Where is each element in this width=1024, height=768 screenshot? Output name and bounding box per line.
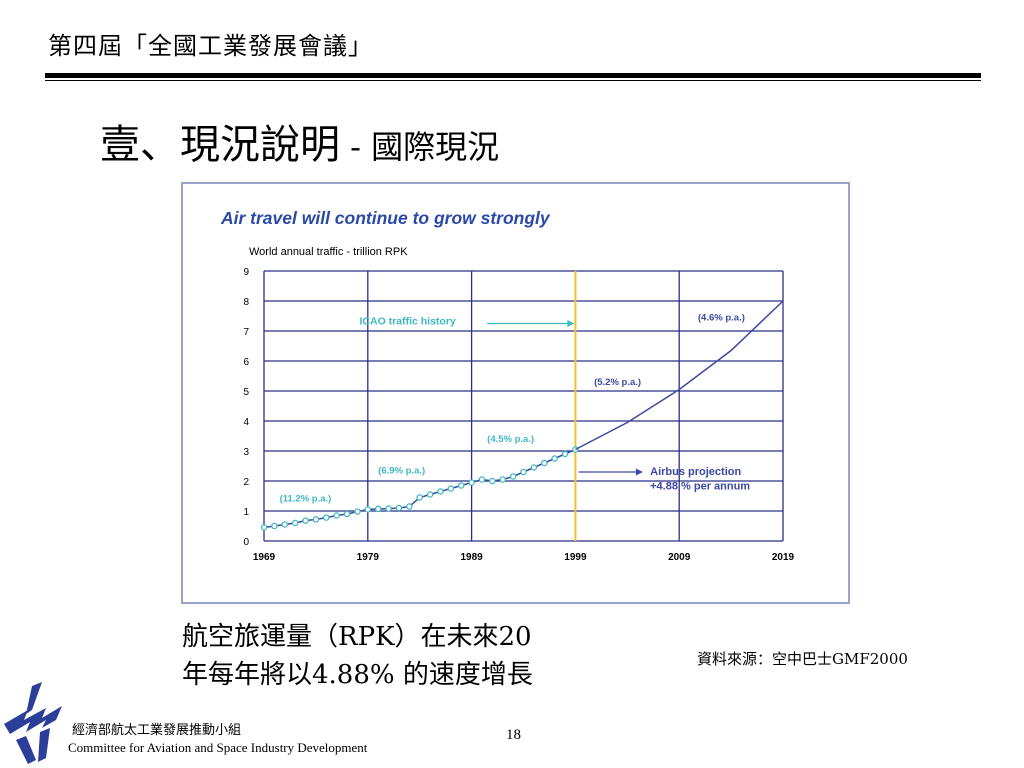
annotation-4-6: (4.6% p.a.) [698,313,745,324]
annotation-6-9: (6.9% p.a.) [378,466,425,477]
airbus-arrow-head [635,468,643,476]
history-point [447,485,455,492]
y-tick-label: 4 [243,417,249,428]
y-tick-label: 6 [243,357,249,368]
history-point [499,476,506,483]
footer-org-en: Committee for Aviation and Space Industr… [68,740,368,755]
history-point [291,519,299,527]
committee-logo-icon [4,682,62,764]
icao-history-label: ICAO traffic history [359,315,455,327]
history-point [333,512,340,519]
history-point [520,468,527,476]
airbus-projection-label: Airbus projection [650,466,741,478]
history-point [271,522,278,530]
y-tick-label: 8 [243,297,249,308]
source-note: 資料來源：空中巴士GMF2000 [697,650,908,668]
x-tick-label: 1979 [357,552,380,563]
history-point [551,455,558,462]
history-point [489,477,496,485]
header-title: 第四屆「全國工業發展會議」 [48,32,373,60]
x-tick-label: 1969 [253,552,276,563]
history-line [263,448,576,529]
history-point [437,488,444,495]
caption: 航空旅運量（RPK）在未來20 年每年將以4.88% 的速度增長 [182,618,533,694]
history-point [374,505,382,513]
history-point [478,476,486,483]
header-rule-thin [45,80,981,81]
chart-panel: Air travel will continue to grow strongl… [181,182,850,604]
chart-title: Air travel will continue to grow strongl… [220,208,551,228]
x-tick-label: 1989 [460,552,483,563]
history-point [281,521,289,528]
history-point [302,517,309,524]
x-tick-label: 1999 [564,552,587,563]
history-point [509,473,517,480]
y-tick-label: 0 [243,537,249,548]
history-point [561,450,569,458]
y-tick-label: 3 [243,447,249,458]
history-point [395,504,403,512]
annotation-4-5: (4.5% p.a.) [487,434,534,445]
icao-arrow-head [567,320,575,327]
history-point [426,491,434,498]
slide-title-sep: - [340,128,372,166]
history-point [457,482,465,489]
history-point [312,516,320,523]
chart-y-label: World annual traffic - trillion RPK [249,246,408,258]
projection-line [575,300,784,451]
slide-title: 壹、現況說明 - 國際現況 [100,112,499,170]
history-point [468,479,475,486]
y-tick-label: 9 [243,267,249,278]
y-tick-label: 7 [243,327,249,338]
y-tick-label: 1 [243,507,249,518]
annotation-11-2: (11.2% p.a.) [280,493,332,504]
page-number: 18 [506,727,521,743]
y-tick-label: 5 [243,387,249,398]
caption-line-2: 年每年將以4.88% 的速度增長 [182,660,533,690]
history-point [416,494,423,501]
history-point [406,503,413,510]
history-point [364,506,372,513]
slide-title-sub: 國際現況 [371,128,500,166]
history-point [260,524,268,531]
header-rule-thick [45,73,981,78]
x-tick-label: 2019 [772,552,795,563]
x-tick-label: 2009 [668,552,691,563]
y-tick-label: 2 [243,477,249,488]
history-point [530,464,538,471]
caption-line-1: 航空旅運量（RPK）在未來20 [182,622,532,652]
slide-title-main: 壹、現況說明 [100,122,340,168]
footer-org-zh: 經濟部航太工業發展推動小組 [72,723,242,738]
history-point [343,510,351,518]
annotation-5-2: (5.2% p.a.) [594,377,641,388]
history-point [385,505,392,512]
history-point [354,508,361,515]
history-point [541,459,548,467]
traffic-chart: Air travel will continue to grow strongl… [220,208,795,563]
history-point [323,514,330,521]
airbus-rate-label: +4.88 % per annum [650,480,750,492]
